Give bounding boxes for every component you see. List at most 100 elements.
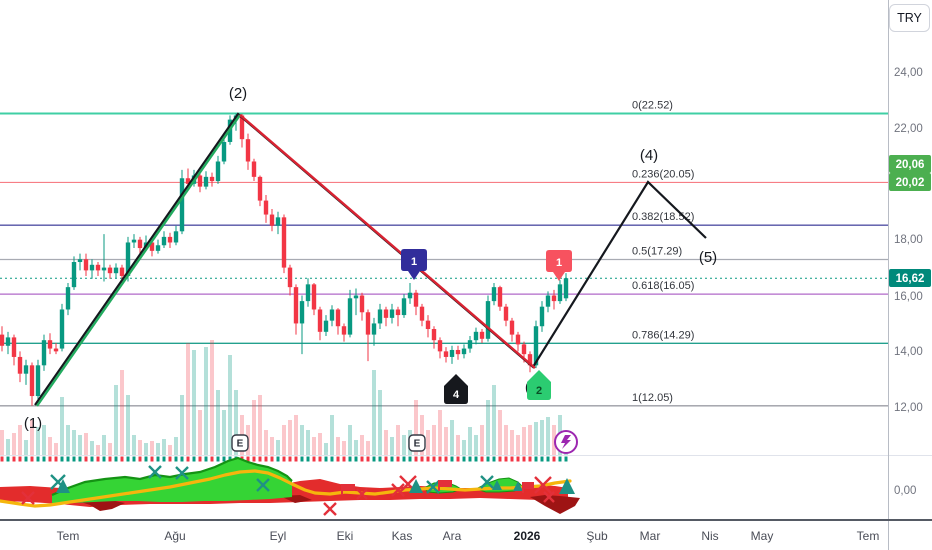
earnings-icon[interactable] [231, 434, 249, 452]
candle-body [35, 365, 41, 397]
pivot-badge-label: 2 [536, 385, 542, 397]
volume-bar [108, 443, 112, 455]
candle-body [263, 200, 269, 215]
pivot-badge[interactable] [546, 250, 572, 281]
bar-color-tick [414, 456, 418, 462]
volume-bar [318, 433, 322, 455]
fib-label: 0.618(16.05) [632, 280, 694, 292]
time-tick-label: Tem [57, 529, 80, 543]
triangle-marker [559, 478, 575, 494]
volume-bar [48, 437, 52, 455]
time-tick-label: Nis [701, 529, 718, 543]
bar-color-tick [114, 456, 118, 462]
currency-toggle-button[interactable]: TRY [889, 4, 930, 32]
bar-color-tick [534, 456, 538, 462]
bar-color-tick [198, 456, 202, 462]
pivot-badge[interactable] [444, 374, 468, 404]
cross-marker [426, 480, 440, 494]
volume-bar [270, 437, 274, 455]
bar-color-tick [522, 456, 526, 462]
bar-color-tick [288, 456, 292, 462]
bar-color-tick [132, 456, 136, 462]
ribbon-dark-red-lump [530, 495, 580, 514]
ribbon-green-edge [51, 456, 293, 497]
bar-color-tick [90, 456, 94, 462]
bar-color-tick [126, 456, 130, 462]
volume-bar [138, 440, 142, 455]
price-tick-label: 18,00 [894, 234, 923, 246]
bar-color-tick [72, 456, 76, 462]
volume-bar [126, 395, 130, 455]
volume-bar [360, 435, 364, 455]
candle-body [41, 340, 47, 366]
fib-retracement-levels[interactable]: 0(22.52) 0.236(20.05) 0.382(18.52) 0.5(17.2… [0, 99, 888, 407]
volume-bar [234, 390, 238, 455]
price-tick-label: 22,00 [894, 123, 923, 135]
candle-body [221, 141, 227, 162]
pivot-badge[interactable] [401, 249, 427, 280]
pivot-number-badges[interactable]: 1 1 4 2 [401, 249, 572, 404]
pivot-badge[interactable] [527, 370, 551, 400]
candle-body [209, 176, 215, 182]
candle-body [167, 236, 173, 243]
bar-color-tick [48, 456, 52, 462]
volume-bar [174, 437, 178, 455]
volume-bar [90, 441, 94, 455]
candle-body [23, 365, 29, 374]
candle-body [353, 295, 359, 299]
bar-color-tick [30, 456, 34, 462]
bar-color-tick [564, 456, 568, 462]
price-label-badge [889, 269, 931, 287]
volume-bar [324, 443, 328, 455]
volume-bar [516, 435, 520, 455]
elliott-wave-drawing[interactable]: (1)(2)(3)(4)(5) [24, 85, 717, 432]
candle-body [17, 356, 23, 374]
bar-color-tick [120, 456, 124, 462]
candle-body [0, 334, 5, 346]
candle-body [179, 178, 185, 232]
time-tick-label: Kas [392, 529, 413, 543]
candle-body [521, 344, 527, 355]
bar-color-tick [468, 456, 472, 462]
volume-bar [114, 385, 118, 455]
volume-bar [504, 425, 508, 455]
volume-bar [492, 385, 496, 455]
volume-bar [384, 430, 388, 455]
volume-bar [306, 430, 310, 455]
candle-body [131, 239, 137, 243]
volume-bar [210, 340, 214, 455]
bar-color-tick [330, 456, 334, 462]
bar-color-tick [300, 456, 304, 462]
volume-bar [426, 430, 430, 455]
bottom-indicator-pane[interactable] [0, 455, 932, 516]
bar-color-tick [408, 456, 412, 462]
volume-bar [432, 425, 436, 455]
candle-body [65, 287, 71, 310]
bar-color-tick [306, 456, 310, 462]
candle-body [251, 161, 257, 177]
bar-color-tick [42, 456, 46, 462]
candle-body [173, 231, 179, 243]
candle-body [539, 306, 545, 327]
bar-color-tick [516, 456, 520, 462]
bar-color-tick [444, 456, 448, 462]
candle-body [485, 301, 491, 339]
volume-bar [438, 410, 442, 455]
candle-body [53, 348, 59, 352]
bar-color-tick [420, 456, 424, 462]
candle-body [305, 284, 311, 302]
candle-body [203, 176, 209, 187]
bar-color-tick [426, 456, 430, 462]
candle-body [557, 284, 563, 302]
pivot-badge-label: 1 [411, 256, 417, 268]
earnings-icon[interactable] [408, 434, 426, 452]
candle-body [503, 306, 509, 321]
fib-label: 0(22.52) [632, 99, 673, 111]
volume-bar [216, 390, 220, 455]
candle-body [419, 306, 425, 321]
cross-marker [543, 491, 555, 503]
